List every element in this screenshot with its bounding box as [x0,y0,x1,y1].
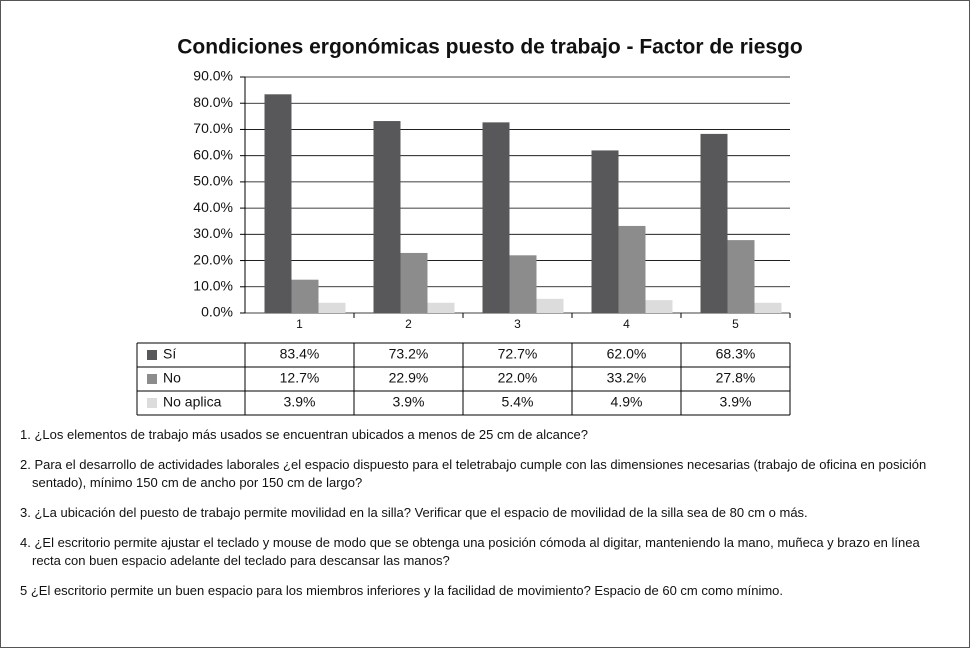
x-tick-label: 2 [405,317,412,331]
x-tick-label: 1 [296,317,303,331]
table-cell: 3.9% [284,394,316,410]
bar [482,122,510,313]
notes: 1. ¿Los elementos de trabajo más usados … [20,426,935,612]
y-tick-label: 90.0% [193,68,233,84]
y-tick-label: 20.0% [193,251,233,267]
x-tick-label: 5 [732,317,739,331]
bar [509,255,537,313]
table-cell: 22.0% [498,370,538,386]
y-tick-label: 70.0% [193,120,233,136]
bar [264,94,292,313]
table-cell: 33.2% [607,370,647,386]
bar [700,133,728,313]
bar [591,150,619,313]
bar [645,300,673,313]
y-tick-label: 80.0% [193,94,233,110]
bar [754,302,782,313]
legend-label: Sí [163,346,176,362]
x-tick-label: 3 [514,317,521,331]
legend-label: No [163,370,181,386]
y-tick-label: 10.0% [193,277,233,293]
bar [318,302,346,313]
y-tick-label: 30.0% [193,225,233,241]
table-cell: 83.4% [280,346,320,362]
legend-label: No aplica [163,394,222,410]
table-cell: 27.8% [716,370,756,386]
bar [727,240,755,313]
y-tick-label: 40.0% [193,199,233,215]
table-cell: 3.9% [720,394,752,410]
bar [536,298,564,313]
bar [427,302,455,313]
y-tick-label: 50.0% [193,173,233,189]
chart-title: Condiciones ergonómicas puesto de trabaj… [177,36,802,59]
table-cell: 12.7% [280,370,320,386]
table-cell: 4.9% [611,394,643,410]
bar [373,121,401,313]
note: 2. Para el desarrollo de actividades lab… [20,457,927,490]
y-tick-label: 0.0% [201,304,233,320]
bar [618,225,646,313]
table-cell: 5.4% [502,394,534,410]
y-tick-label: 60.0% [193,146,233,162]
note: 5 ¿El escritorio permite un buen espacio… [20,583,784,598]
note: 1. ¿Los elementos de trabajo más usados … [20,427,589,442]
legend-swatch [147,374,157,384]
table-cell: 62.0% [607,346,647,362]
table-cell: 22.9% [389,370,429,386]
legend-swatch [147,398,157,408]
table-cell: 68.3% [716,346,756,362]
bar [291,279,319,313]
table-cell: 3.9% [393,394,425,410]
table-cell: 72.7% [498,346,538,362]
x-tick-label: 4 [623,317,630,331]
legend-swatch [147,350,157,360]
note: 3. ¿La ubicación del puesto de trabajo p… [20,505,808,520]
table-cell: 73.2% [389,346,429,362]
bar [400,252,428,313]
note: 4. ¿El escritorio permite ajustar el tec… [20,535,920,568]
